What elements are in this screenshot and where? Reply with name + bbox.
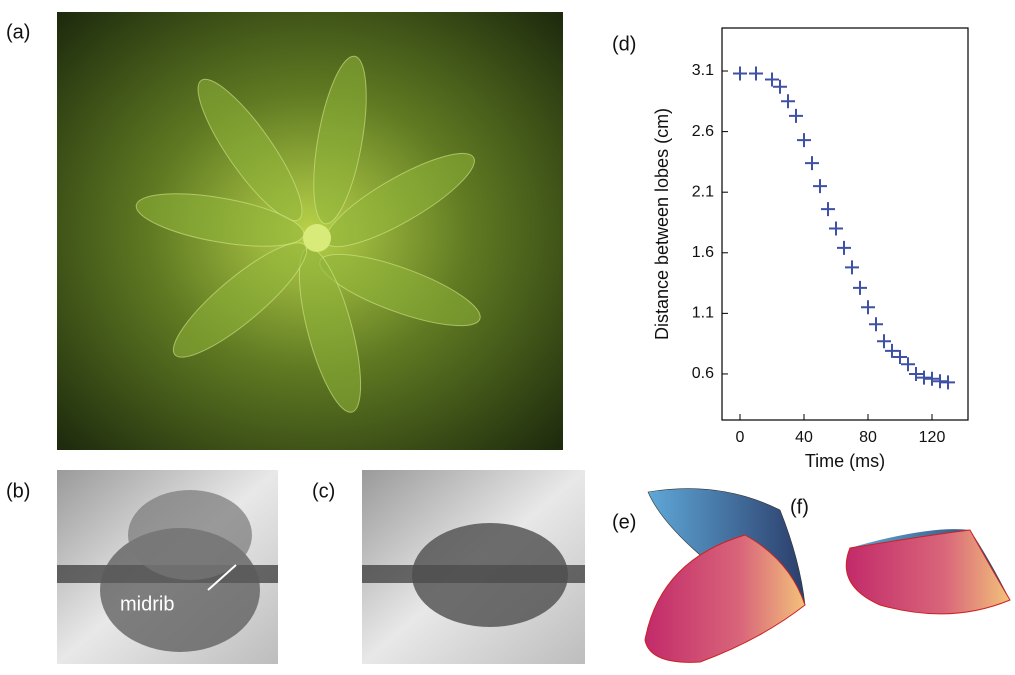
y-tick-label: 0.6 [692, 365, 714, 382]
panel-label: (a) [6, 21, 30, 43]
y-tick-label: 3.1 [692, 62, 714, 79]
y-tick-label: 1.6 [692, 244, 714, 261]
x-axis-label: Time (ms) [805, 451, 885, 471]
y-axis-label: Distance between lobes (cm) [652, 108, 672, 340]
marker [829, 222, 843, 236]
plot-frame [722, 28, 968, 420]
y-tick-label: 1.1 [692, 305, 714, 322]
marker [861, 300, 875, 314]
annotation: midrib [120, 593, 174, 615]
marker [813, 179, 827, 193]
marker [781, 94, 795, 108]
marker [749, 66, 763, 80]
panel-label: (e) [612, 511, 636, 533]
shape-f [846, 529, 1010, 614]
marker [909, 367, 923, 381]
panel-label: (c) [312, 480, 335, 502]
panel-label: (f) [790, 496, 809, 518]
photo-b [57, 470, 278, 664]
marker [733, 66, 747, 80]
x-tick-label: 80 [859, 429, 877, 446]
marker [773, 80, 787, 94]
y-tick-label: 2.6 [692, 123, 714, 140]
marker [805, 156, 819, 170]
y-tick-label: 2.1 [692, 183, 714, 200]
marker [917, 371, 931, 385]
marker [845, 260, 859, 274]
marker [877, 334, 891, 348]
marker [925, 372, 939, 386]
x-tick-label: 0 [736, 429, 745, 446]
marker [797, 133, 811, 147]
marker [837, 241, 851, 255]
marker [821, 202, 835, 216]
marker [789, 109, 803, 123]
marker [765, 72, 779, 86]
marker [869, 317, 883, 331]
shape-e [645, 489, 805, 663]
panel-label: (b) [6, 480, 30, 502]
marker [941, 375, 955, 389]
photo-a [57, 12, 563, 450]
marker [893, 350, 907, 364]
marker [853, 281, 867, 295]
photo-c [362, 470, 585, 664]
x-tick-label: 40 [795, 429, 813, 446]
marker [901, 357, 915, 371]
marker [885, 344, 899, 358]
panel-label: (d) [612, 33, 636, 55]
marker [933, 374, 947, 388]
x-tick-label: 120 [919, 429, 946, 446]
figure: (a) (b) (c) (d) (e) (f) midrib Time (ms)… [0, 0, 1015, 675]
